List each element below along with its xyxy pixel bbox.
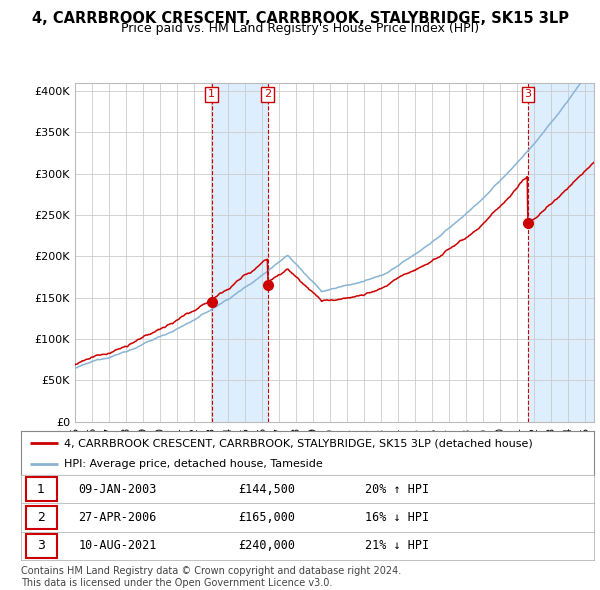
FancyBboxPatch shape: [26, 506, 57, 529]
Text: 09-JAN-2003: 09-JAN-2003: [79, 483, 157, 496]
FancyBboxPatch shape: [26, 534, 57, 558]
Text: Price paid vs. HM Land Registry's House Price Index (HPI): Price paid vs. HM Land Registry's House …: [121, 22, 479, 35]
FancyBboxPatch shape: [26, 477, 57, 501]
Bar: [528, 83, 594, 422]
Text: 21% ↓ HPI: 21% ↓ HPI: [365, 539, 429, 552]
Text: 4, CARRBROOK CRESCENT, CARRBROOK, STALYBRIDGE, SK15 3LP (detached house): 4, CARRBROOK CRESCENT, CARRBROOK, STALYB…: [64, 438, 533, 448]
Text: Contains HM Land Registry data © Crown copyright and database right 2024.
This d: Contains HM Land Registry data © Crown c…: [21, 566, 401, 588]
Text: 1: 1: [208, 90, 215, 100]
Text: £144,500: £144,500: [239, 483, 296, 496]
Text: 16% ↓ HPI: 16% ↓ HPI: [365, 511, 429, 524]
Text: 1: 1: [37, 483, 45, 496]
Text: 27-APR-2006: 27-APR-2006: [79, 511, 157, 524]
Text: 4, CARRBROOK CRESCENT, CARRBROOK, STALYBRIDGE, SK15 3LP: 4, CARRBROOK CRESCENT, CARRBROOK, STALYB…: [32, 11, 569, 25]
Text: 10-AUG-2021: 10-AUG-2021: [79, 539, 157, 552]
Text: HPI: Average price, detached house, Tameside: HPI: Average price, detached house, Tame…: [64, 459, 323, 469]
Text: £165,000: £165,000: [239, 511, 296, 524]
Text: 3: 3: [37, 539, 45, 552]
Bar: [212, 83, 268, 422]
Text: 2: 2: [264, 90, 271, 100]
Text: 20% ↑ HPI: 20% ↑ HPI: [365, 483, 429, 496]
Text: 2: 2: [37, 511, 45, 524]
Text: £240,000: £240,000: [239, 539, 296, 552]
Text: 3: 3: [524, 90, 532, 100]
